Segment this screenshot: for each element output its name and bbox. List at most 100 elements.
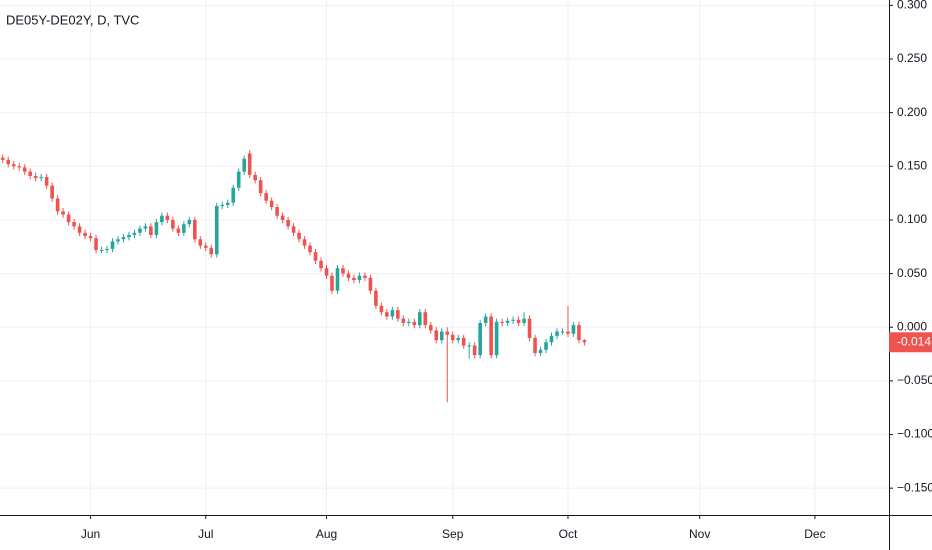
candle-body [61, 211, 65, 215]
candle-body [494, 321, 499, 356]
candle-body [72, 222, 76, 227]
candle-body [55, 198, 60, 212]
candle-body [160, 215, 164, 223]
y-tick-label: 0.000 [897, 319, 927, 333]
candle-body [154, 222, 159, 235]
candle-body [132, 232, 137, 235]
y-tick-label: 0.150 [897, 158, 927, 172]
candle-body [22, 167, 27, 172]
candle-body [225, 202, 230, 205]
candle-body [39, 177, 43, 179]
candle-body [198, 239, 203, 246]
candle-body [269, 200, 274, 208]
candle-body [220, 204, 225, 206]
candle-body [77, 226, 82, 233]
candle-body [341, 268, 345, 274]
candle-body [176, 228, 181, 233]
y-tick-label: 0.200 [897, 105, 927, 119]
candle-body [171, 219, 175, 229]
candle-body [390, 310, 395, 317]
candle-body [467, 345, 471, 347]
candle-body [110, 241, 115, 249]
candle-body [396, 310, 400, 319]
candle-body [275, 207, 279, 216]
x-tick-label: Oct [559, 527, 578, 541]
candle-body [302, 239, 307, 246]
candle-body [313, 252, 318, 261]
candle-body [182, 224, 186, 233]
candle-body [127, 234, 131, 238]
candle-body [280, 215, 285, 220]
candle-body [297, 232, 301, 240]
candle-body [94, 238, 98, 250]
grid [0, 0, 889, 515]
candle-body [423, 312, 428, 326]
x-tick-label: Aug [316, 527, 337, 541]
candle-body [544, 342, 548, 350]
candle-body [352, 277, 356, 281]
candle-body [363, 275, 367, 278]
candle-body [368, 277, 373, 291]
candle-body [555, 331, 559, 336]
candle-body [11, 164, 16, 167]
candle-body [203, 245, 208, 248]
candle-body [450, 334, 455, 341]
chart-title: DE05Y-DE02Y, D, TVC [6, 12, 139, 27]
candle-body [335, 268, 340, 291]
candle-body [264, 193, 268, 201]
candle-body [483, 316, 488, 323]
candle-body [165, 215, 170, 220]
candle-body [308, 245, 312, 253]
candle-body [83, 232, 87, 237]
candle-body [522, 318, 526, 323]
candle-body [330, 275, 334, 291]
candle-body [385, 312, 389, 317]
candle-body [500, 321, 504, 323]
candle-body [99, 249, 104, 251]
candle-body [138, 228, 142, 233]
y-tick-label: 0.300 [897, 0, 927, 12]
candle-body [324, 268, 329, 276]
x-tick-label: Jul [198, 527, 213, 541]
candle-body [478, 322, 482, 356]
candle-body [253, 174, 257, 181]
candle-body [242, 158, 247, 172]
candle-body [445, 331, 450, 335]
candle-body [418, 312, 422, 326]
candle-body [511, 319, 515, 321]
candle-body [374, 290, 378, 306]
candle-body [33, 175, 38, 179]
y-tick-label: 0.100 [897, 212, 927, 226]
candle-body [17, 166, 22, 168]
candle-body [28, 171, 32, 176]
candle-body [149, 226, 153, 235]
x-tick-label: Sep [442, 527, 464, 541]
candle-body [472, 345, 477, 356]
candle-body [88, 236, 93, 239]
candle-body [412, 321, 417, 326]
candle-body [0, 157, 5, 160]
candle-body [258, 180, 263, 194]
candle-body [286, 219, 290, 227]
candle-body [434, 330, 439, 341]
candle-body [379, 305, 384, 313]
candle-body [407, 321, 411, 323]
x-tick-label: Dec [804, 527, 825, 541]
y-tick-label: −0.050 [897, 373, 932, 387]
candle-body [505, 320, 510, 323]
y-tick-label: −0.150 [897, 480, 932, 494]
candle-body [582, 340, 587, 343]
y-tick-label: −0.100 [897, 427, 932, 441]
candle-body [538, 349, 543, 353]
candle-body [357, 275, 362, 281]
candle-body [401, 318, 406, 323]
candle-body [209, 247, 214, 255]
candle-body [66, 214, 71, 223]
candle-body [516, 319, 521, 323]
candle-body [428, 325, 433, 331]
candle-body [50, 185, 54, 199]
candle-body [214, 206, 219, 255]
candle-body [143, 226, 148, 229]
candle-body [571, 325, 576, 334]
